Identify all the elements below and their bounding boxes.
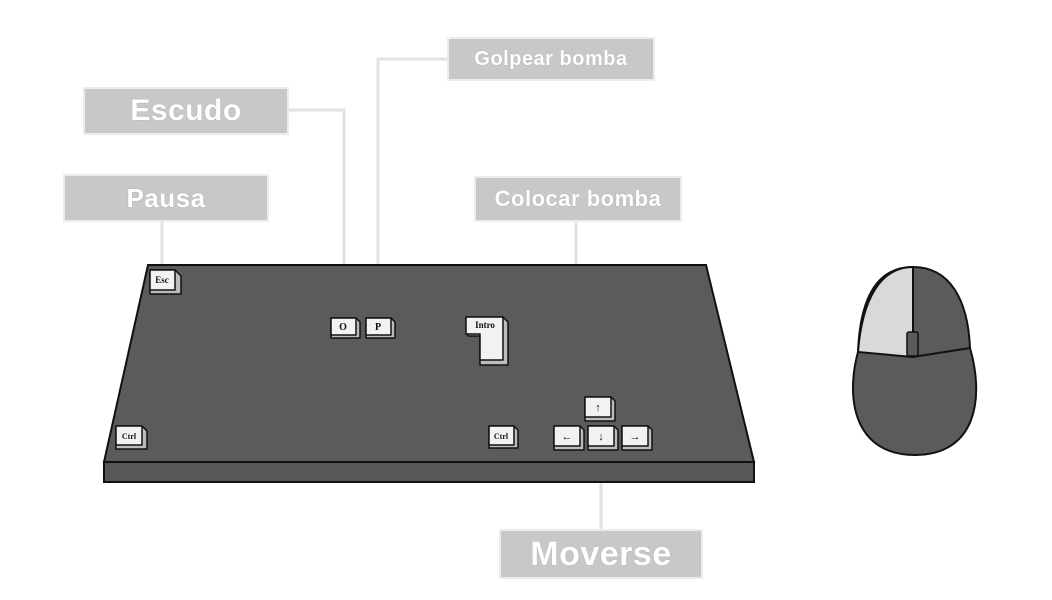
key-ctrl-right: Ctrl <box>488 425 519 449</box>
key-intro: Intro <box>465 316 509 366</box>
key-ctrl-right-label: Ctrl <box>494 432 509 441</box>
label-golpear-bomba: Golpear bomba <box>447 37 655 81</box>
key-o: O <box>330 317 361 339</box>
key-p-label: P <box>375 322 381 333</box>
key-ctrl-left: Ctrl <box>115 425 148 450</box>
arrow-left-icon: ← <box>562 431 573 443</box>
connector-golpear-bomba <box>376 57 448 316</box>
key-arrow-left: ← <box>553 425 585 451</box>
key-p: P <box>365 317 396 339</box>
label-escudo: Escudo <box>83 87 289 135</box>
key-esc-label: Esc <box>155 275 169 285</box>
keyboard <box>102 264 756 483</box>
mouse-right-button-edge <box>912 267 971 359</box>
arrow-down-icon: ↓ <box>598 431 604 443</box>
arrow-up-icon: ↑ <box>595 402 601 414</box>
key-ctrl-left-label: Ctrl <box>122 432 137 441</box>
key-arrow-right: → <box>621 425 653 451</box>
label-colocar-bomba: Colocar bomba <box>474 176 682 222</box>
mouse-left-button <box>856 265 914 359</box>
label-moverse: Moverse <box>499 529 703 579</box>
key-o-label: O <box>339 322 347 333</box>
key-arrow-up: ↑ <box>584 396 616 422</box>
key-esc: Esc <box>149 269 182 295</box>
mouse-scroll-wheel <box>906 331 919 357</box>
key-intro-label: Intro <box>475 320 495 330</box>
connector-escudo <box>288 108 346 316</box>
keyboard-front <box>103 461 755 483</box>
mouse <box>852 265 978 457</box>
label-pausa: Pausa <box>63 174 269 222</box>
key-arrow-down: ↓ <box>587 425 619 451</box>
keyboard-top <box>102 264 756 463</box>
arrow-right-icon: → <box>630 431 641 443</box>
